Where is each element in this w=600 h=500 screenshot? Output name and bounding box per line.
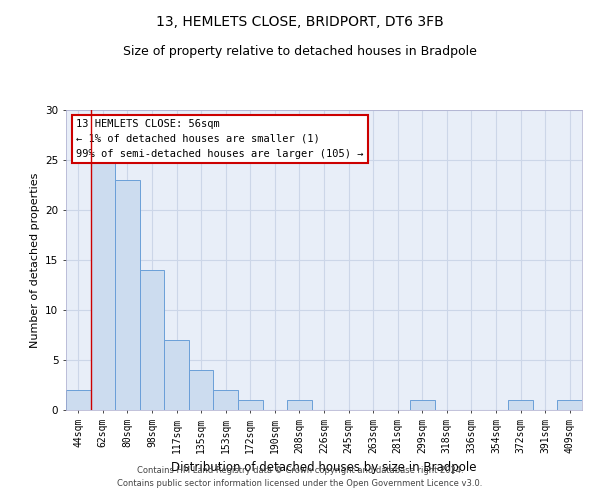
Bar (287, 400, 312, 410)
Text: Size of property relative to detached houses in Bradpole: Size of property relative to detached ho… (123, 45, 477, 58)
Bar (410, 400, 434, 410)
Bar (557, 400, 582, 410)
Text: 13, HEMLETS CLOSE, BRIDPORT, DT6 3FB: 13, HEMLETS CLOSE, BRIDPORT, DT6 3FB (156, 15, 444, 29)
Bar (508, 400, 533, 410)
Text: Contains HM Land Registry data © Crown copyright and database right 2024.
Contai: Contains HM Land Registry data © Crown c… (118, 466, 482, 487)
X-axis label: Distribution of detached houses by size in Bradpole: Distribution of detached houses by size … (171, 461, 477, 474)
Bar (115, 180, 140, 410)
Bar (140, 270, 164, 410)
Y-axis label: Number of detached properties: Number of detached properties (29, 172, 40, 348)
Bar (66, 390, 91, 410)
Bar (189, 370, 214, 410)
Bar (214, 390, 238, 410)
Bar (91, 160, 115, 410)
Bar (238, 400, 263, 410)
Text: 13 HEMLETS CLOSE: 56sqm
← 1% of detached houses are smaller (1)
99% of semi-deta: 13 HEMLETS CLOSE: 56sqm ← 1% of detached… (76, 119, 364, 158)
Bar (164, 340, 189, 410)
